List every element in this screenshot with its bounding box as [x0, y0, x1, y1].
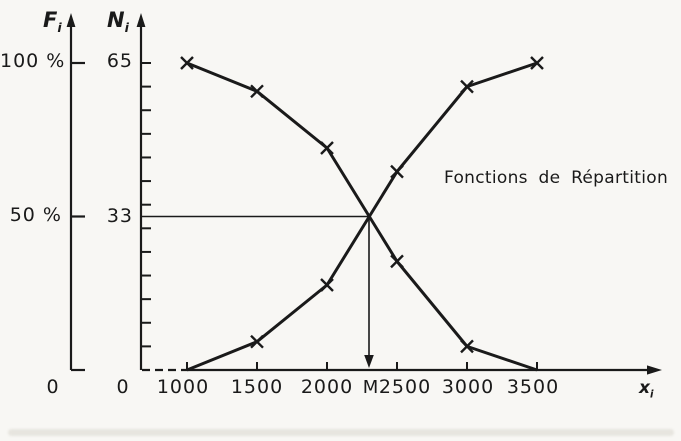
- n-axis-letter: N: [107, 8, 125, 32]
- data-point-x-marker-icon: [390, 254, 404, 269]
- x-tick-1500: 1500: [230, 376, 284, 398]
- data-point-x-marker-icon: [390, 164, 404, 179]
- n-tick-65: 65: [106, 50, 133, 72]
- n-tick-0: 0: [116, 376, 130, 398]
- n-axis-subscript: i: [124, 20, 129, 36]
- n-tick-33: 33: [106, 205, 133, 227]
- f-axis-title: Fi: [43, 9, 62, 34]
- data-point-x-marker-icon: [250, 84, 264, 99]
- x-tick-3000: 3000: [441, 376, 495, 398]
- curve-cumulative-decreasing: [186, 61, 538, 372]
- x-axis-right-arrow-icon: [647, 365, 662, 375]
- data-point-x-marker-icon: [530, 56, 544, 70]
- f-tick-100: 100 %: [0, 50, 66, 72]
- data-point-x-marker-icon: [320, 278, 334, 292]
- data-point-x-marker-icon: [460, 339, 474, 354]
- data-point-x-marker-icon: [250, 334, 264, 349]
- curve-cumulative-increasing: [186, 61, 538, 372]
- n-axis-up-arrow-icon: [136, 13, 146, 27]
- data-point-x-marker-icon: [460, 79, 474, 94]
- data-point-x-marker-icon: [320, 141, 334, 155]
- f-tick-0: 0: [46, 376, 60, 398]
- x-tick-1000: 1000: [156, 376, 210, 398]
- x-tick-3500: 3500: [506, 376, 560, 398]
- chart-title: Fonctions de Répartition: [444, 168, 669, 188]
- data-point-x-marker-icon: [180, 56, 194, 70]
- n-axis-title: Ni: [107, 9, 129, 34]
- x-tick-2500: 2500: [378, 376, 432, 398]
- x-axis-letter: x: [639, 378, 650, 398]
- median-down-arrow-icon: [364, 355, 374, 368]
- scan-artifact-band: [8, 429, 674, 436]
- f-axis-up-arrow-icon: [66, 13, 76, 27]
- x-axis-subscript: i: [649, 389, 654, 401]
- f-axis-subscript: i: [57, 20, 62, 36]
- x-tick-2000: 2000: [300, 376, 354, 398]
- f-tick-50: 50 %: [9, 204, 62, 226]
- x-axis-title: xi: [639, 378, 654, 401]
- f-axis-letter: F: [43, 8, 58, 32]
- median-label: M: [362, 377, 380, 398]
